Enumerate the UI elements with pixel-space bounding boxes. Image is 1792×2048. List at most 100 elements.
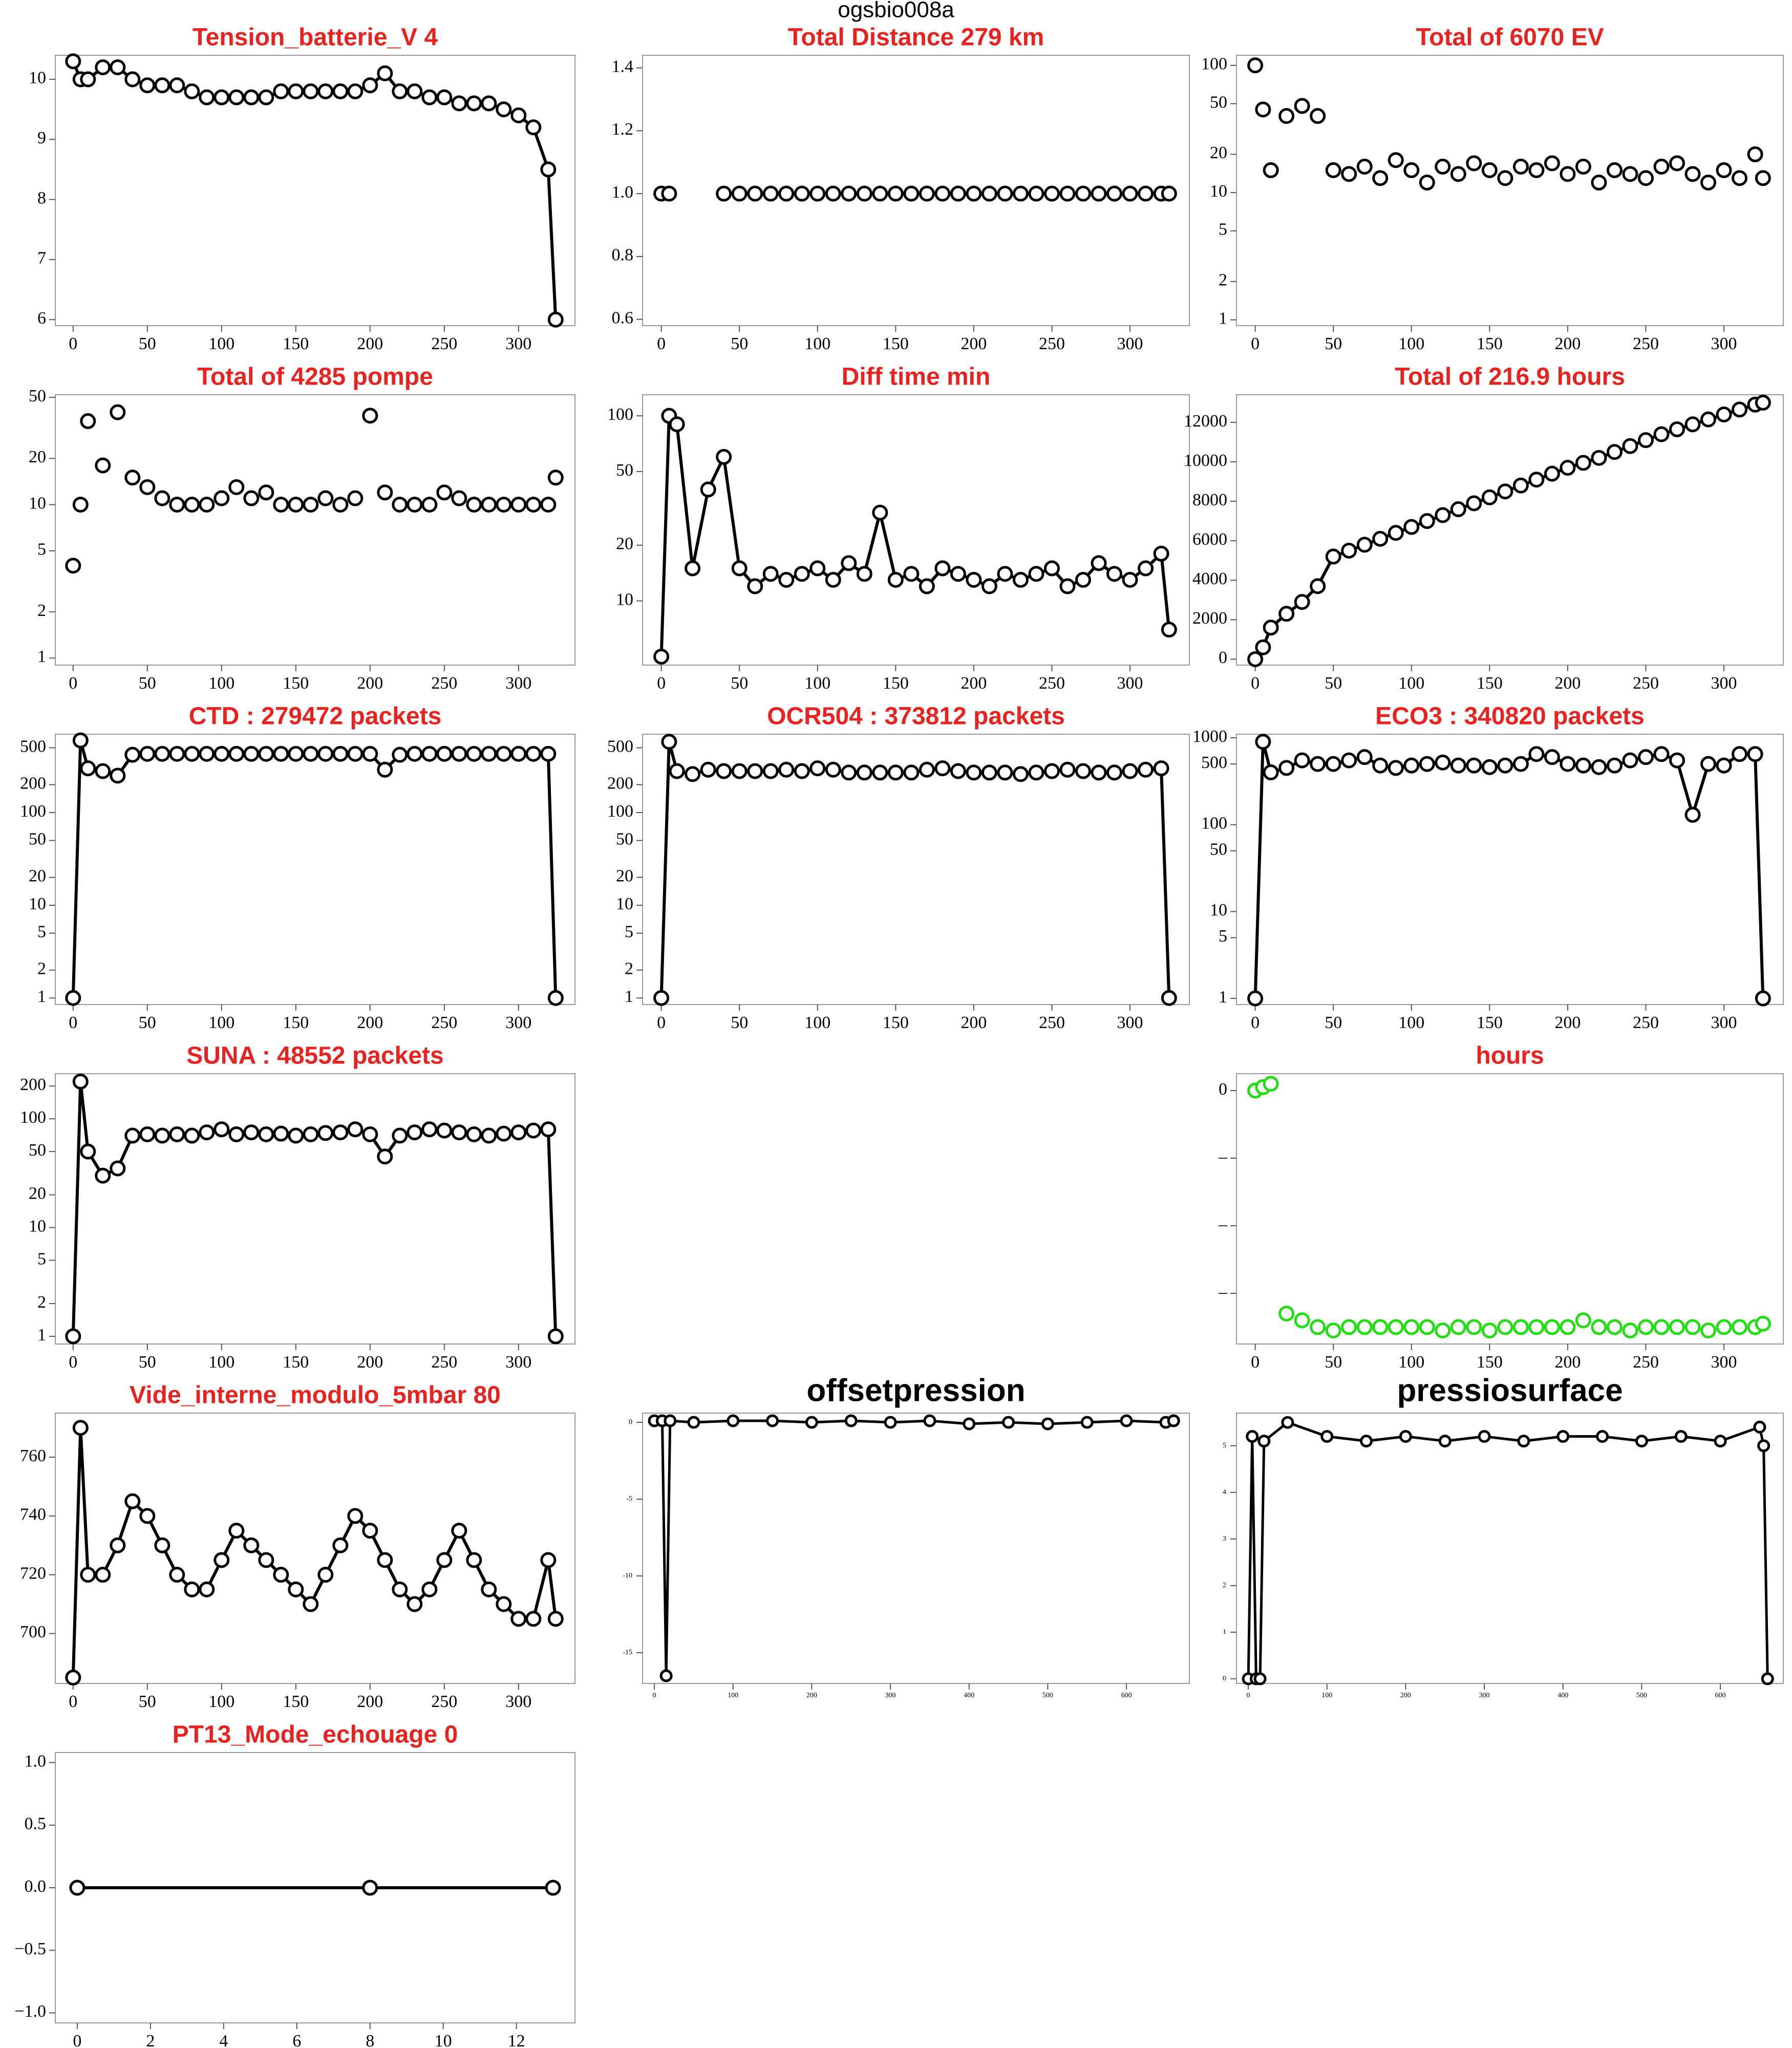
data-point — [466, 1552, 482, 1568]
data-point — [1028, 185, 1044, 202]
x-tick-label: 0 — [653, 1692, 656, 1699]
data-point — [1059, 578, 1076, 594]
data-point — [1106, 764, 1123, 781]
data-point — [1294, 98, 1310, 114]
data-point — [1012, 571, 1029, 588]
x-tick-label: 100 — [1321, 1692, 1332, 1699]
data-point — [481, 497, 497, 513]
data-point — [510, 1611, 527, 1627]
x-tick-label: 200 — [357, 1353, 383, 1372]
data-point — [1466, 757, 1482, 774]
data-point — [1356, 537, 1373, 553]
data-point — [124, 71, 141, 88]
data-point — [1341, 166, 1357, 182]
x-tick-label: 200 — [961, 674, 987, 693]
data-point — [154, 77, 170, 94]
x-tick-label: 400 — [1558, 1692, 1568, 1699]
x-tick-label: 250 — [1633, 674, 1659, 693]
y-tick-label: 1 — [37, 987, 46, 1006]
data-point — [228, 89, 245, 105]
data-point — [919, 185, 935, 202]
x-tick-label: 150 — [883, 1013, 909, 1032]
data-point — [317, 83, 334, 99]
data-point — [1263, 162, 1279, 178]
y-tick-label: 5 — [625, 922, 633, 941]
data-point — [809, 185, 826, 202]
data-point — [199, 1124, 215, 1141]
data-point — [1544, 1319, 1560, 1335]
data-point — [199, 89, 215, 105]
x-tick-label: 150 — [283, 1013, 309, 1032]
data-point — [451, 95, 467, 112]
data-point — [154, 1127, 170, 1144]
panel-title: hours — [1476, 1042, 1544, 1070]
data-point — [1544, 749, 1560, 765]
data-point — [199, 497, 215, 513]
data-point — [139, 1126, 156, 1142]
data-point — [1106, 566, 1123, 582]
data-point — [1755, 394, 1771, 411]
y-tick-label: 50 — [616, 829, 633, 848]
y-tick-label: 2 — [1219, 271, 1227, 290]
data-point — [139, 77, 156, 94]
panel-title: PT13_Mode_echouage 0 — [173, 1721, 458, 1748]
x-tick-label: 250 — [1633, 334, 1659, 353]
data-point — [421, 89, 438, 105]
data-point — [1106, 185, 1123, 202]
x-tick-label: 300 — [505, 1353, 531, 1372]
y-tick-label: 2 — [37, 1293, 46, 1312]
data-point — [1438, 1435, 1452, 1448]
panel-title: Tension_batterie_V 4 — [193, 24, 438, 51]
x-tick-label: 100 — [208, 1013, 234, 1032]
data-point — [1591, 174, 1607, 190]
data-point — [80, 71, 96, 88]
data-point — [451, 1523, 467, 1539]
data-point — [317, 490, 334, 506]
data-point — [1596, 1430, 1609, 1443]
y-tick-label: 20 — [616, 866, 633, 885]
x-tick-label: 300 — [1117, 1013, 1143, 1032]
x-tick-label: 50 — [1325, 1013, 1342, 1032]
x-tick-label: 200 — [357, 334, 383, 353]
y-tick-label: 100 — [20, 1108, 46, 1127]
data-point — [243, 89, 260, 105]
x-tick-label: 100 — [804, 674, 830, 693]
data-point — [1481, 1322, 1498, 1339]
data-point — [1320, 1430, 1334, 1443]
x-tick-label: 500 — [1636, 1692, 1647, 1699]
data-point — [966, 571, 982, 588]
data-point — [1075, 185, 1092, 202]
data-point — [184, 497, 200, 513]
data-point — [825, 761, 841, 778]
x-tick-label: 10 — [435, 2032, 452, 2048]
x-tick-label: 50 — [731, 334, 748, 353]
panel: offsetpression 0 100 200 300 400 500 600 0 -5 -10 -… — [623, 1373, 1190, 1699]
x-tick-label: 0 — [657, 1013, 666, 1032]
data-point — [1714, 1435, 1727, 1448]
data-point — [169, 77, 185, 94]
x-tick-label: 0 — [69, 1353, 77, 1372]
data-point — [169, 1126, 185, 1142]
y-tick-label: 0 — [1219, 648, 1227, 667]
data-point — [547, 1611, 564, 1627]
y-tick-label: −1.0 — [14, 2002, 46, 2021]
y-tick-label: – — [1218, 1215, 1228, 1234]
data-point — [392, 497, 408, 513]
x-tick-label: 100 — [1398, 674, 1424, 693]
y-tick-label: 20 — [1210, 143, 1227, 162]
data-point — [981, 185, 997, 202]
data-point — [451, 490, 467, 506]
data-point — [997, 764, 1013, 781]
y-tick-label: 7 — [37, 249, 46, 268]
data-point — [1372, 530, 1389, 547]
x-tick-label: 50 — [139, 1353, 156, 1372]
data-point — [80, 413, 96, 430]
data-point — [377, 761, 393, 778]
data-point — [716, 449, 732, 465]
data-point — [273, 1567, 289, 1583]
data-point — [1466, 1319, 1482, 1335]
data-point — [1263, 764, 1279, 781]
data-point — [228, 745, 245, 762]
data-point — [1466, 155, 1482, 172]
data-point — [903, 566, 920, 582]
